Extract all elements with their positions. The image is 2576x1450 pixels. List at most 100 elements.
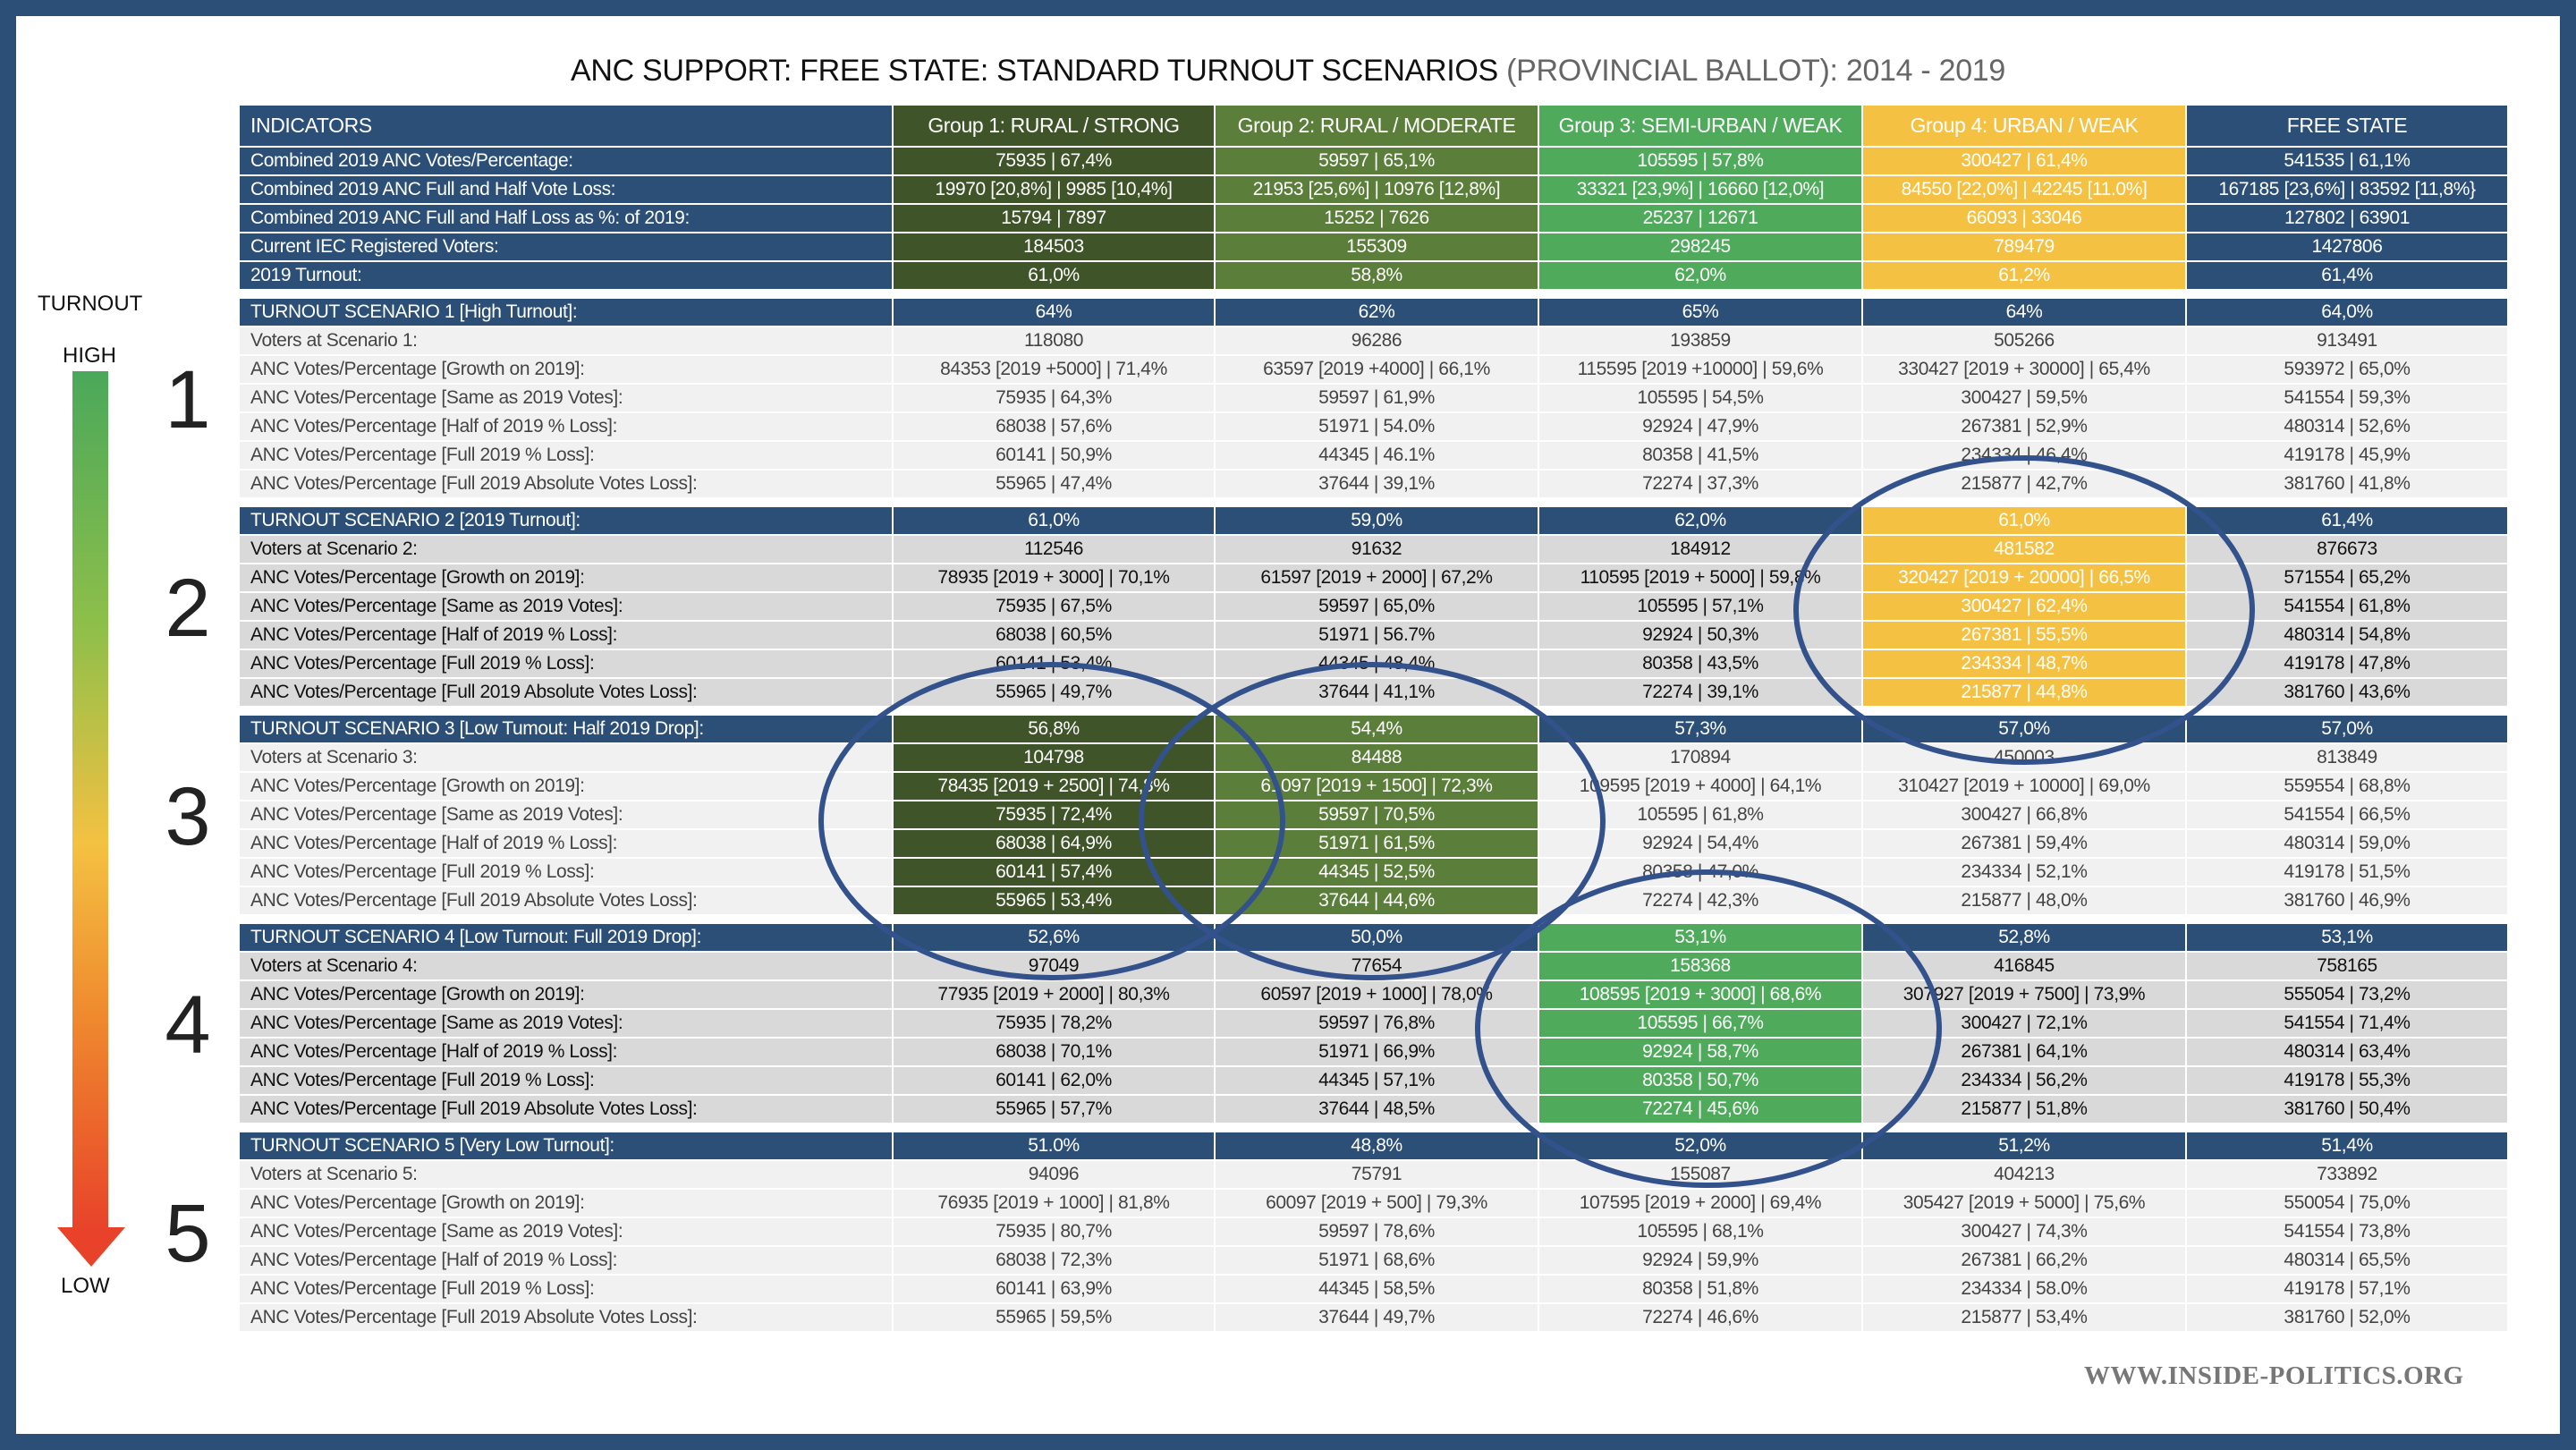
table-cell: 307927 [2019 + 7500] | 73,9% (1863, 981, 2187, 1010)
scenario-turnout-cell: 56,8% (894, 716, 1216, 744)
row-label: ANC Votes/Percentage [Growth on 2019]: (240, 1190, 894, 1218)
table-cell: 105595 | 54,5% (1539, 385, 1863, 413)
table-cell: 416845 (1863, 953, 2187, 981)
table-cell: 105595 | 68,1% (1539, 1218, 1863, 1247)
table-cell: 381760 | 41,8% (2187, 471, 2509, 499)
turnout-gradient-bar (72, 371, 108, 1230)
scenario-turnout-cell: 52,6% (894, 924, 1216, 953)
footer-website: WWW.INSIDE-POLITICS.ORG (2084, 1361, 2464, 1390)
scenario-turnout-cell: 61,4% (2187, 507, 2509, 536)
scenario-turnout-cell: 53,1% (1539, 924, 1863, 953)
table-cell: 267381 | 64,1% (1863, 1039, 2187, 1067)
table-cell: 92924 | 59,9% (1539, 1247, 1863, 1276)
row-label: ANC Votes/Percentage [Half of 2019 % Los… (240, 622, 894, 650)
table-cell: 480314 | 54,8% (2187, 622, 2509, 650)
table-row: ANC Votes/Percentage [Growth on 2019]: 78… (240, 564, 2509, 593)
table-cell: 80358 | 41,5% (1539, 442, 1863, 471)
table-cell: 381760 | 52,0% (2187, 1304, 2509, 1333)
row-label: ANC Votes/Percentage [Half of 2019 % Los… (240, 830, 894, 859)
table-cell: 44345 | 48,4% (1216, 650, 1539, 679)
table-cell: 55965 | 53,4% (894, 887, 1216, 916)
table-cell: 92924 | 50,3% (1539, 622, 1863, 650)
summary-cell: 62,0% (1539, 262, 1863, 291)
table-cell: 115595 [2019 +10000] | 59,6% (1539, 356, 1863, 385)
summary-cell: 541535 | 61,1% (2187, 148, 2509, 176)
scenario-number-4: 4 (165, 979, 211, 1071)
table-cell: 215877 | 48,0% (1863, 887, 2187, 916)
table-cell: 541554 | 66,5% (2187, 801, 2509, 830)
table-row: ANC Votes/Percentage [Full 2019 Absolute… (240, 679, 2509, 708)
table-cell: 267381 | 59,4% (1863, 830, 2187, 859)
scenario-turnout-cell: 53,1% (2187, 924, 2509, 953)
table-row: Voters at Scenario 3: 104798 84488 170894 45… (240, 744, 2509, 773)
scenario-turnout-cell: 51,2% (1863, 1132, 2187, 1161)
table-cell: 60597 [2019 + 1000] | 78,0% (1216, 981, 1539, 1010)
table-cell: 96286 (1216, 327, 1539, 356)
summary-cell: 15252 | 7626 (1216, 205, 1539, 233)
table-cell: 72274 | 42,3% (1539, 887, 1863, 916)
table-cell: 60141 | 57,4% (894, 859, 1216, 887)
table-cell: 105595 | 57,1% (1539, 593, 1863, 622)
scenario-turnout-cell: 57,0% (1863, 716, 2187, 744)
table-row: ANC Votes/Percentage [Same as 2019 Votes… (240, 801, 2509, 830)
table-cell: 84353 [2019 +5000] | 71,4% (894, 356, 1216, 385)
scenario-turnout-cell: 61,0% (1863, 507, 2187, 536)
table-cell: 105595 | 61,8% (1539, 801, 1863, 830)
table-cell: 37644 | 39,1% (1216, 471, 1539, 499)
table-cell: 78935 [2019 + 3000] | 70,1% (894, 564, 1216, 593)
row-label: Voters at Scenario 4: (240, 953, 894, 981)
table-row: ANC Votes/Percentage [Half of 2019 % Los… (240, 622, 2509, 650)
table-cell: 105595 | 66,7% (1539, 1010, 1863, 1039)
page-title: ANC SUPPORT: FREE STATE: STANDARD TURNOU… (0, 54, 2576, 89)
row-label: ANC Votes/Percentage [Same as 2019 Votes… (240, 1218, 894, 1247)
table-cell: 63597 [2019 +4000] | 66,1% (1216, 356, 1539, 385)
table-row: ANC Votes/Percentage [Full 2019 Absolute… (240, 1304, 2509, 1333)
scenario-turnout-cell: 52,0% (1539, 1132, 1863, 1161)
table-cell: 267381 | 52,9% (1863, 413, 2187, 442)
row-label: ANC Votes/Percentage [Growth on 2019]: (240, 564, 894, 593)
table-cell: 51971 | 68,6% (1216, 1247, 1539, 1276)
table-cell: 59597 | 76,8% (1216, 1010, 1539, 1039)
table-row: ANC Votes/Percentage [Growth on 2019]: 84… (240, 356, 2509, 385)
table-cell: 193859 (1539, 327, 1863, 356)
scenario-number-3: 3 (165, 771, 211, 862)
table-cell: 550054 | 75,0% (2187, 1190, 2509, 1218)
table-cell: 75935 | 67,5% (894, 593, 1216, 622)
row-label: Voters at Scenario 5: (240, 1161, 894, 1190)
table-cell: 75935 | 78,2% (894, 1010, 1216, 1039)
table-cell: 480314 | 63,4% (2187, 1039, 2509, 1067)
table-cell: 541554 | 71,4% (2187, 1010, 2509, 1039)
table-cell: 92924 | 58,7% (1539, 1039, 1863, 1067)
table-cell: 733892 (2187, 1161, 2509, 1190)
row-label: ANC Votes/Percentage [Growth on 2019]: (240, 981, 894, 1010)
row-label: ANC Votes/Percentage [Same as 2019 Votes… (240, 593, 894, 622)
summary-cell: 21953 [25,6%] | 10976 [12,8%] (1216, 176, 1539, 205)
table-cell: 59597 | 70,5% (1216, 801, 1539, 830)
table-row: ANC Votes/Percentage [Full 2019 % Loss]:… (240, 1067, 2509, 1096)
table-row: ANC Votes/Percentage [Same as 2019 Votes… (240, 1010, 2509, 1039)
scenario-header: TURNOUT SCENARIO 1 [High Turnout]: 64% 62%… (240, 299, 2509, 327)
table-cell: 37644 | 44,6% (1216, 887, 1539, 916)
summary-row: Combined 2019 ANC Full and Half Loss as … (240, 205, 2509, 233)
table-cell: 419178 | 47,8% (2187, 650, 2509, 679)
scenario-turnout-cell: 59,0% (1216, 507, 1539, 536)
column-header-group-2: Group 2: RURAL / MODERATE (1216, 106, 1539, 148)
summary-cell: 61,4% (2187, 262, 2509, 291)
table-cell: 75935 | 64,3% (894, 385, 1216, 413)
summary-cell: 127802 | 63901 (2187, 205, 2509, 233)
table-cell: 108595 [2019 + 3000] | 68,6% (1539, 981, 1863, 1010)
table-cell: 51971 | 66,9% (1216, 1039, 1539, 1067)
table-cell: 110595 [2019 + 5000] | 59,8% (1539, 564, 1863, 593)
table-cell: 72274 | 37,3% (1539, 471, 1863, 499)
table-cell: 109595 [2019 + 4000] | 64,1% (1539, 773, 1863, 801)
table-cell: 300427 | 74,3% (1863, 1218, 2187, 1247)
table-cell: 419178 | 55,3% (2187, 1067, 2509, 1096)
scenario-turnout-cell: 62,0% (1539, 507, 1863, 536)
column-header-group-1: Group 1: RURAL / STRONG (894, 106, 1216, 148)
row-label: ANC Votes/Percentage [Growth on 2019]: (240, 773, 894, 801)
summary-cell: 1427806 (2187, 233, 2509, 262)
table-cell: 75791 (1216, 1161, 1539, 1190)
table-cell: 60141 | 53,4% (894, 650, 1216, 679)
column-header-group-3: Group 3: SEMI-URBAN / WEAK (1539, 106, 1863, 148)
scenario-turnout-cell: 54,4% (1216, 716, 1539, 744)
